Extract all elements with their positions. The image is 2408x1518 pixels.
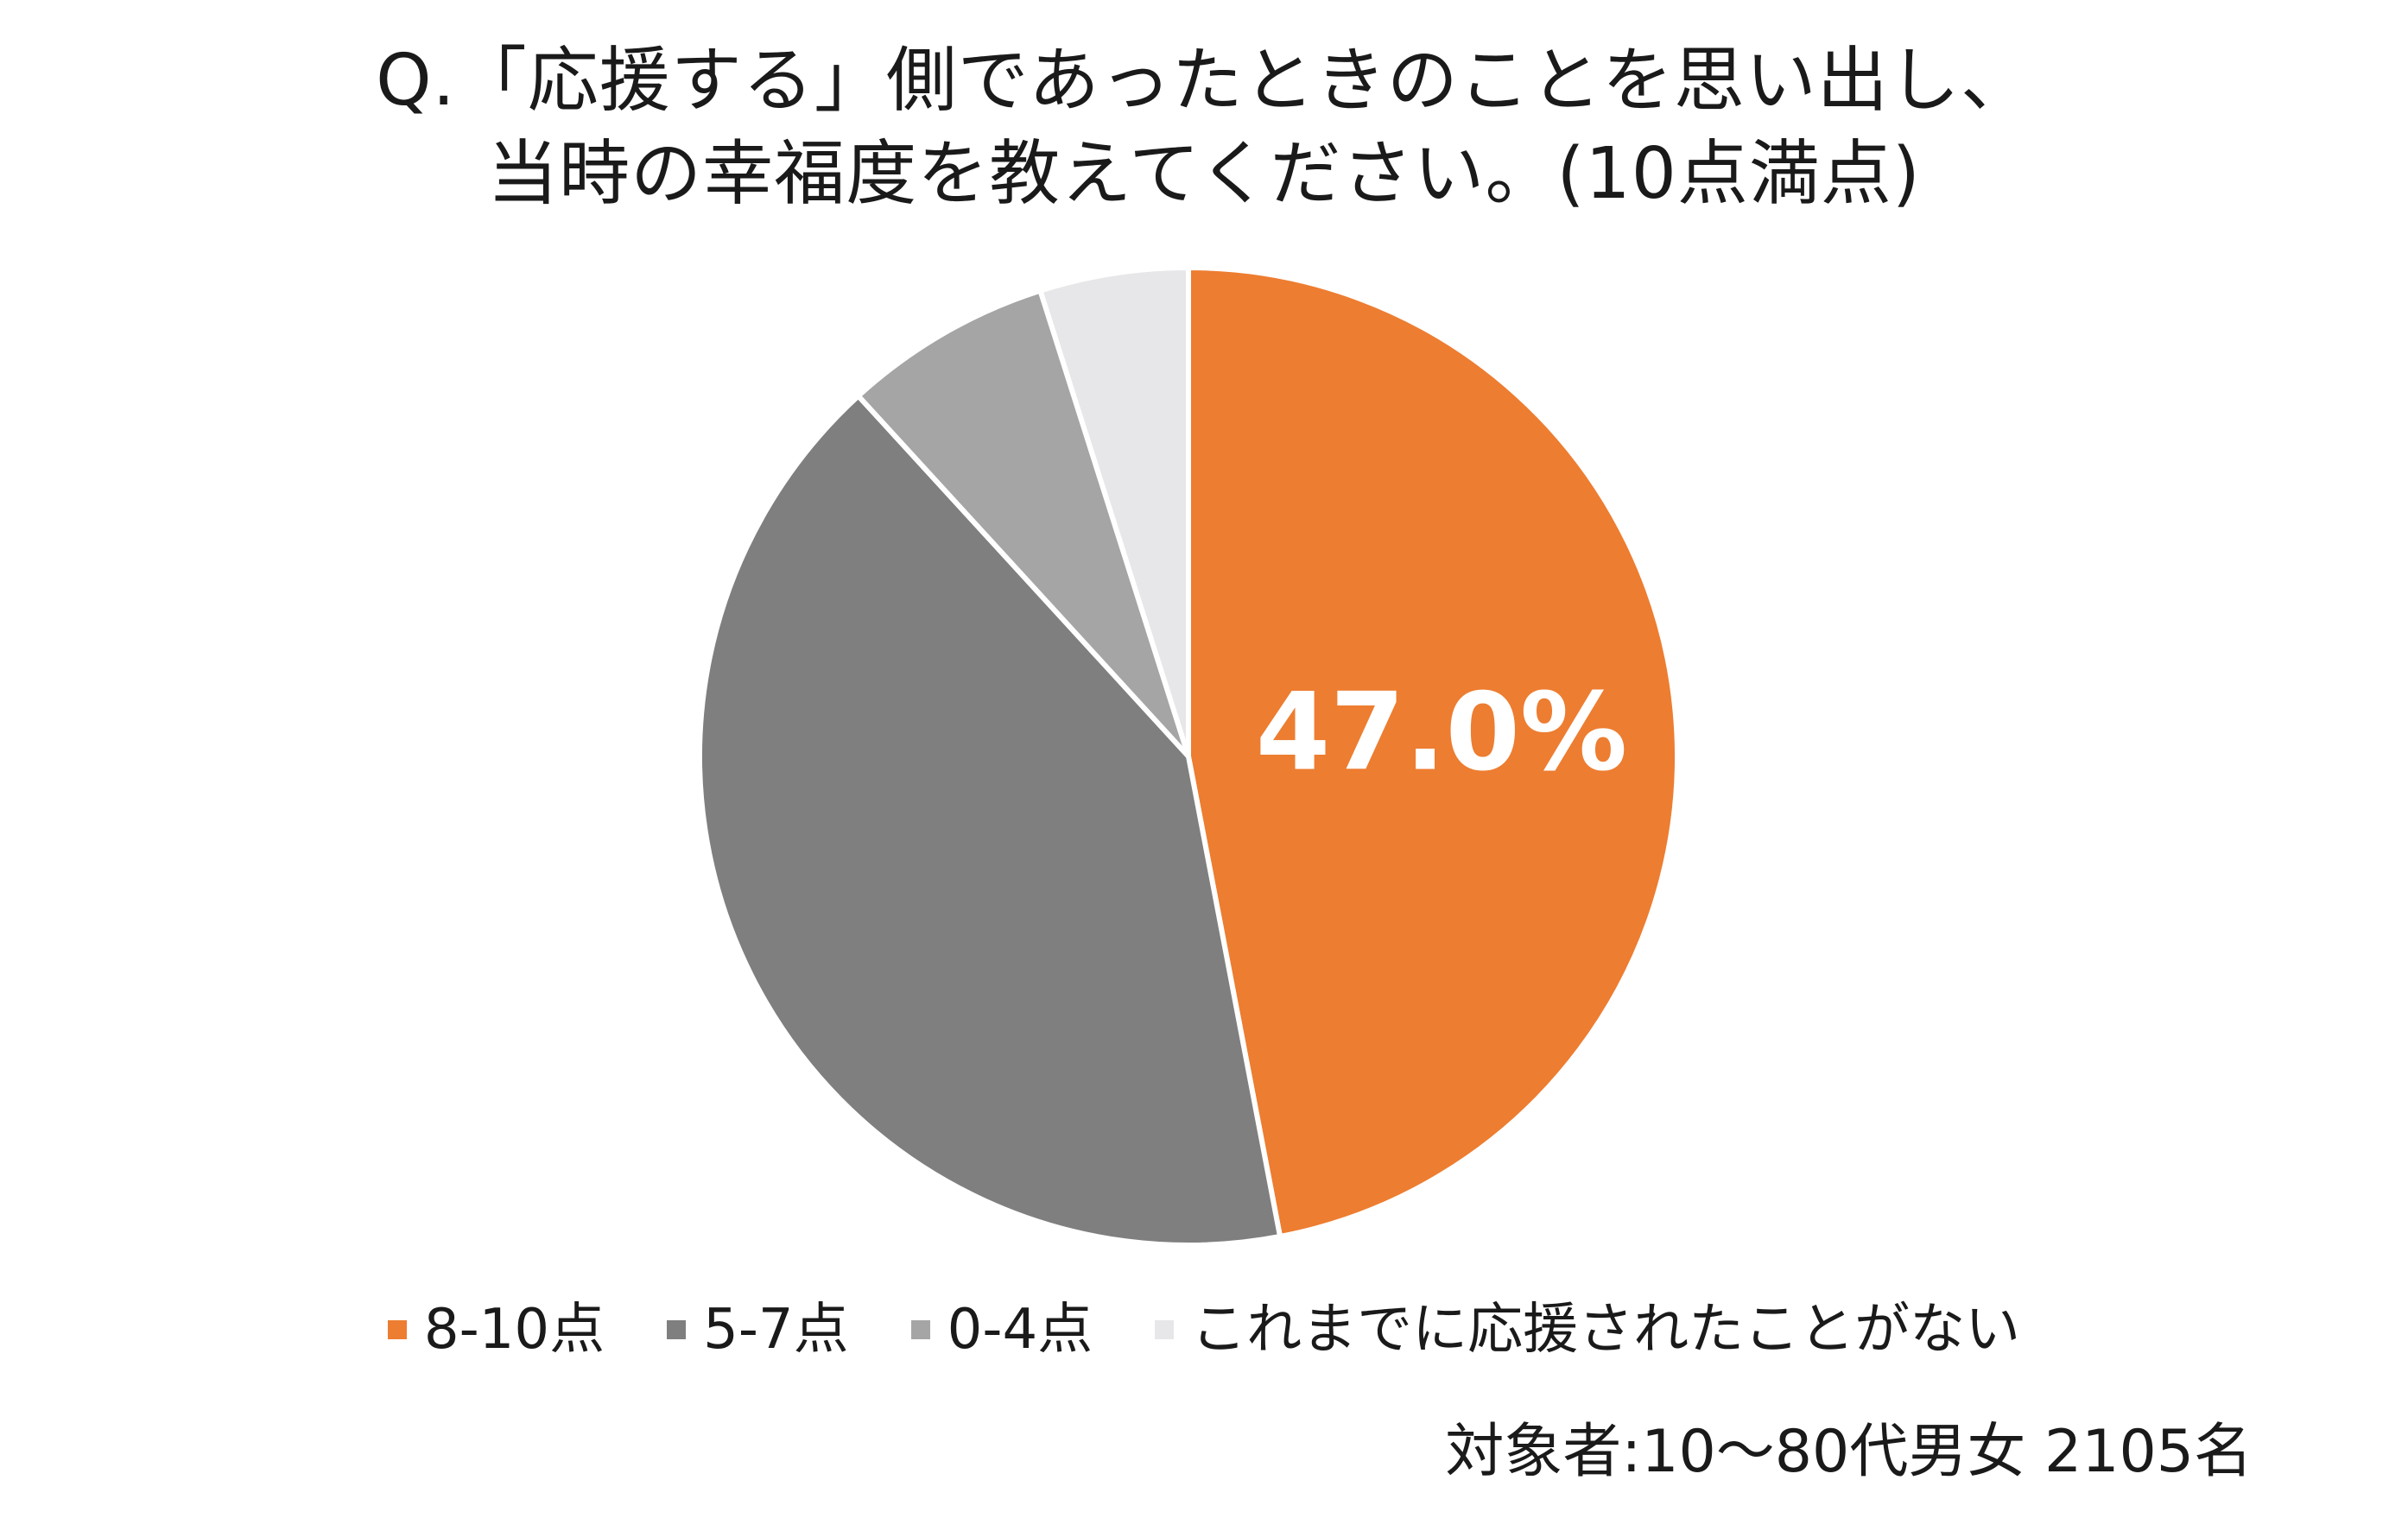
- legend-label-0-4: 0-4点: [947, 1298, 1093, 1362]
- pie-slice-5-7: [697, 393, 1283, 1248]
- legend-swatch-5-7: [667, 1320, 687, 1339]
- pie-slice-8-10: [1186, 265, 1680, 1239]
- legend-label-5-7: 5-7点: [703, 1298, 849, 1362]
- pie-slice-0-4: [855, 288, 1191, 759]
- sample-footnote: 対象者:10〜80代男女 2105名: [1445, 1418, 2253, 1486]
- chart-legend: 8-10点 5-7点 0-4点 これまでに応援されたことがない: [0, 1295, 2408, 1364]
- pie-slice-never: [1037, 265, 1191, 759]
- chart-title: Q.「応援する」側であったときのことを思い出し、 当時の幸福度を教えてください。…: [0, 35, 2408, 221]
- legend-item-never: これまでに応援されたことがない: [1155, 1295, 2020, 1364]
- chart-title-line-2: 当時の幸福度を教えてください。(10点満点): [487, 133, 1921, 215]
- legend-item-5-7: 5-7点: [667, 1295, 849, 1364]
- data-label-8-10: 47.0%: [1256, 670, 1627, 794]
- legend-swatch-0-4: [910, 1320, 930, 1339]
- legend-item-0-4: 0-4点: [910, 1295, 1093, 1364]
- legend-item-8-10: 8-10点: [387, 1295, 605, 1364]
- legend-swatch-8-10: [387, 1320, 407, 1339]
- legend-label-8-10: 8-10点: [423, 1298, 605, 1362]
- legend-swatch-never: [1155, 1320, 1175, 1339]
- chart-title-line-1: Q.「応援する」側であったときのことを思い出し、: [376, 40, 2032, 122]
- legend-label-never: これまでに応援されたことがない: [1191, 1298, 2021, 1362]
